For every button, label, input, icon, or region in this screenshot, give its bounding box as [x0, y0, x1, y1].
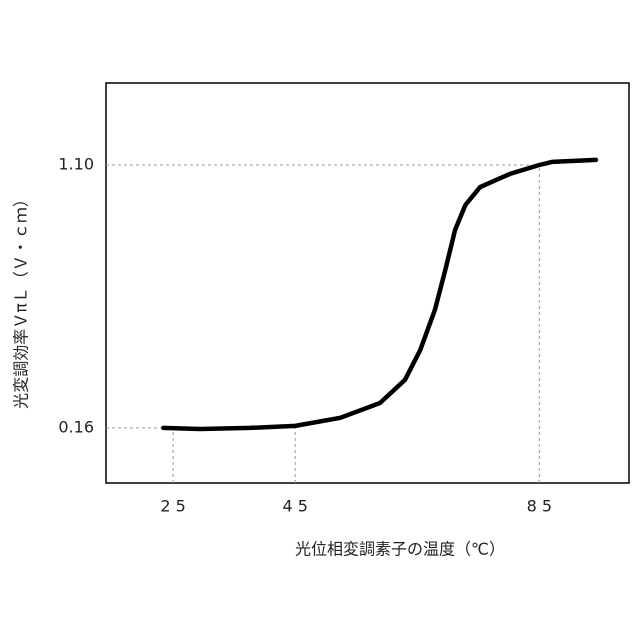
- y-tick-label: 1.10: [58, 154, 94, 173]
- x-axis-label: 光位相変調素子の温度（℃）: [295, 540, 505, 559]
- y-tick-label: 0.16: [58, 417, 94, 436]
- x-tick-label: 8 5: [527, 497, 552, 516]
- y-axis-label: 光変調効率ＶπＬ（Ｖ・ｃｍ）: [12, 191, 31, 409]
- x-tick-label: 2 5: [160, 497, 185, 516]
- data-line: [163, 160, 596, 429]
- chart: 光位相変調素子の温度（℃） 光変調効率ＶπＬ（Ｖ・ｃｍ） 2 5 4 5 8 5 0.…: [0, 0, 640, 640]
- x-tick-label: 4 5: [282, 497, 307, 516]
- plot-frame: [106, 83, 629, 483]
